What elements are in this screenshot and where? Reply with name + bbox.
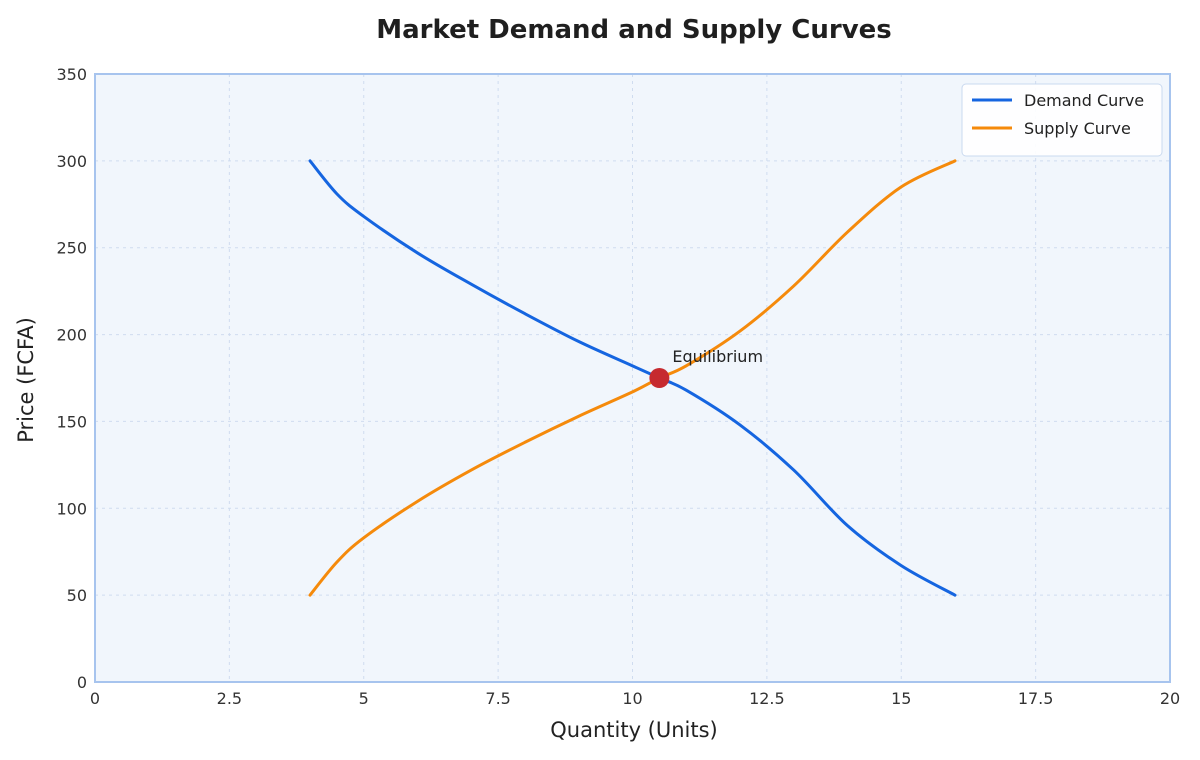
legend-label-supply-curve: Supply Curve (1024, 119, 1131, 138)
y-axis-label: Price (FCFA) (14, 317, 38, 443)
y-tick-label-4: 200 (56, 326, 87, 345)
chart-title: Market Demand and Supply Curves (376, 15, 892, 45)
x-tick-label-3: 7.5 (485, 689, 510, 708)
y-tick-label-5: 250 (56, 239, 87, 258)
x-tick-label-7: 17.5 (1018, 689, 1054, 708)
x-tick-label-4: 10 (622, 689, 642, 708)
x-tick-label-8: 20 (1160, 689, 1180, 708)
x-axis-label: Quantity (Units) (550, 718, 718, 742)
y-tick-label-2: 100 (56, 499, 87, 518)
y-tick-label-6: 300 (56, 152, 87, 171)
x-tick-label-1: 2.5 (217, 689, 242, 708)
x-tick-label-2: 5 (359, 689, 369, 708)
series-line-demand-curve (308, 159, 957, 597)
x-tick-label-5: 12.5 (749, 689, 785, 708)
legend: Demand Curve Supply Curve (961, 83, 1163, 157)
legend-box (961, 83, 1163, 157)
legend-label-demand-curve: Demand Curve (1024, 91, 1144, 110)
tick-layer: 0 2.5 5 7.5 10 12.5 15 17.5 20050100150200250300… (56, 65, 1180, 708)
x-tick-label-6: 15 (891, 689, 911, 708)
equilibrium-label: Equilibrium (672, 347, 763, 366)
series-line-supply-curve (308, 159, 957, 597)
plot-frame (94, 73, 1171, 683)
series-layer (308, 159, 957, 597)
x-tick-label-0: 0 (90, 689, 100, 708)
y-tick-label-7: 350 (56, 65, 87, 84)
y-tick-label-0: 0 (77, 673, 87, 692)
grid-layer (95, 74, 1170, 682)
equilibrium-point-marker (649, 368, 670, 388)
y-tick-label-3: 150 (56, 412, 87, 431)
annotation-layer: Equilibrium (649, 347, 763, 388)
y-tick-label-1: 50 (67, 586, 87, 605)
